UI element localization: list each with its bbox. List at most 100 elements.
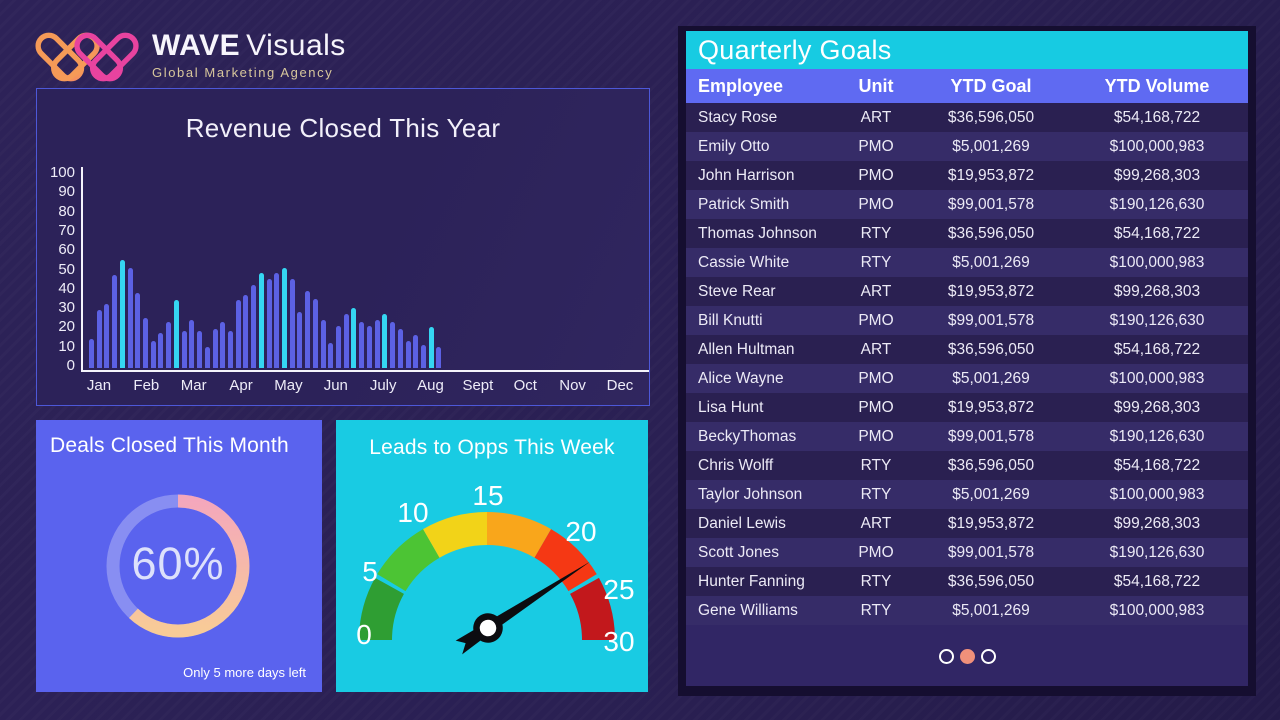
y-axis-tick: 30 <box>58 299 75 317</box>
bar <box>143 317 149 368</box>
employee-name: Taylor Johnson <box>698 485 803 503</box>
unit: RTY <box>860 456 892 474</box>
y-axis-tick: 0 <box>66 357 75 374</box>
y-axis-tick: 40 <box>58 279 75 297</box>
bar <box>197 331 203 368</box>
gauge-tick-label: 25 <box>603 574 634 605</box>
ytd-volume: $100,000,983 <box>1109 601 1205 619</box>
bar <box>212 329 218 368</box>
bar <box>189 319 195 368</box>
unit: PMO <box>858 398 894 416</box>
x-axis-label: Nov <box>559 377 586 394</box>
x-axis-label: Oct <box>513 377 537 394</box>
table-row: Hunter Fanning RTY $36,596,050 $54,168,722 <box>686 567 1248 596</box>
bar <box>413 335 419 368</box>
ytd-volume: $99,268,303 <box>1113 282 1201 300</box>
gauge-needle <box>455 561 591 655</box>
employee-name: Emily Otto <box>698 137 770 155</box>
bar <box>181 331 187 368</box>
bar <box>366 325 372 368</box>
x-axis-line <box>81 370 649 372</box>
bar <box>258 273 264 368</box>
employee-name: Allen Hultman <box>698 340 795 358</box>
ytd-goal: $99,001,578 <box>947 195 1035 213</box>
bar <box>251 285 257 368</box>
x-axis-label: Jan <box>86 377 112 394</box>
y-axis-tick: 50 <box>58 260 75 278</box>
ytd-goal: $19,953,872 <box>947 282 1035 300</box>
unit: PMO <box>858 311 894 329</box>
table-row: Gene Williams RTY $5,001,269 $100,000,983 <box>686 596 1248 625</box>
x-axis-label: Jun <box>323 377 348 394</box>
y-axis-tick: 90 <box>58 183 75 201</box>
y-axis-tick: 60 <box>58 241 75 259</box>
table-row: John Harrison PMO $19,953,872 $99,268,303 <box>686 161 1248 190</box>
column-header-employee: Employee <box>698 75 784 96</box>
x-axis-label: May <box>274 377 303 394</box>
table-row: Chris Wolff RTY $36,596,050 $54,168,722 <box>686 451 1248 480</box>
bar <box>320 319 326 368</box>
unit: PMO <box>858 427 894 445</box>
donut-chart <box>106 494 250 638</box>
pagination-dot-2[interactable] <box>959 649 975 664</box>
y-axis-tick: 70 <box>58 221 75 239</box>
bar <box>374 319 380 368</box>
pagination-dot-1[interactable] <box>938 649 954 664</box>
ytd-goal: $5,001,269 <box>952 137 1030 155</box>
x-axis-label: Feb <box>133 377 160 394</box>
bar <box>150 340 156 368</box>
employee-name: BeckyThomas <box>698 427 797 445</box>
deals-percent-value: 60% <box>131 538 225 589</box>
unit: PMO <box>858 543 894 561</box>
y-axis-tick: 80 <box>58 202 75 220</box>
ytd-goal: $99,001,578 <box>947 427 1035 445</box>
unit: RTY <box>860 601 892 619</box>
bar <box>96 310 102 368</box>
ytd-goal: $36,596,050 <box>947 456 1035 474</box>
x-axis-label: Sept <box>462 377 494 394</box>
bar <box>89 339 94 368</box>
bar <box>274 273 280 368</box>
unit: PMO <box>858 369 894 387</box>
bar <box>158 333 164 368</box>
bar <box>289 279 295 368</box>
employee-name: Steve Rear <box>698 282 776 300</box>
ytd-volume: $100,000,983 <box>1109 253 1205 271</box>
table-title: Quarterly Goals <box>686 31 1248 69</box>
employee-name: Alice Wayne <box>698 369 784 387</box>
bar <box>104 304 110 368</box>
bar <box>282 267 287 368</box>
bar <box>382 313 388 368</box>
unit: ART <box>860 282 892 300</box>
table-row: BeckyThomas PMO $99,001,578 $190,126,630 <box>686 422 1248 451</box>
column-header-ytd-goal: YTD Goal <box>950 75 1032 96</box>
bar <box>436 346 442 368</box>
x-axis-label: July <box>369 377 397 394</box>
revenue-chart-title: Revenue Closed This Year <box>185 113 501 143</box>
unit: ART <box>860 514 892 532</box>
brand-name: WAVE Visuals <box>152 30 346 62</box>
bar <box>112 275 118 368</box>
ytd-volume: $100,000,983 <box>1109 485 1205 503</box>
table-row: Stacy Rose ART $36,596,050 $54,168,722 <box>686 103 1248 132</box>
x-axis-label: Mar <box>180 377 207 394</box>
ytd-volume: $100,000,983 <box>1109 369 1205 387</box>
gauge-tick-label: 15 <box>472 480 503 511</box>
y-axis-tick: 10 <box>58 337 75 355</box>
ytd-goal: $19,953,872 <box>947 398 1035 416</box>
ytd-goal: $36,596,050 <box>947 224 1035 242</box>
needle-hub <box>473 613 503 643</box>
bar <box>305 290 311 368</box>
table-row: Bill Knutti PMO $99,001,578 $190,126,630 <box>686 306 1248 335</box>
bar <box>328 342 334 368</box>
employee-name: Stacy Rose <box>698 108 778 126</box>
bar <box>204 346 210 368</box>
employee-name: Bill Knutti <box>698 311 763 329</box>
pagination-dot-3[interactable] <box>980 649 996 664</box>
gauge-card-title: Leads to Opps This Week <box>369 436 615 459</box>
employee-name: Scott Jones <box>698 543 779 561</box>
ytd-goal: $19,953,872 <box>947 514 1035 532</box>
ytd-volume: $99,268,303 <box>1113 166 1201 184</box>
table-row: Emily Otto PMO $5,001,269 $100,000,983 <box>686 132 1248 161</box>
brand-tagline: Global Marketing Agency <box>152 65 334 80</box>
